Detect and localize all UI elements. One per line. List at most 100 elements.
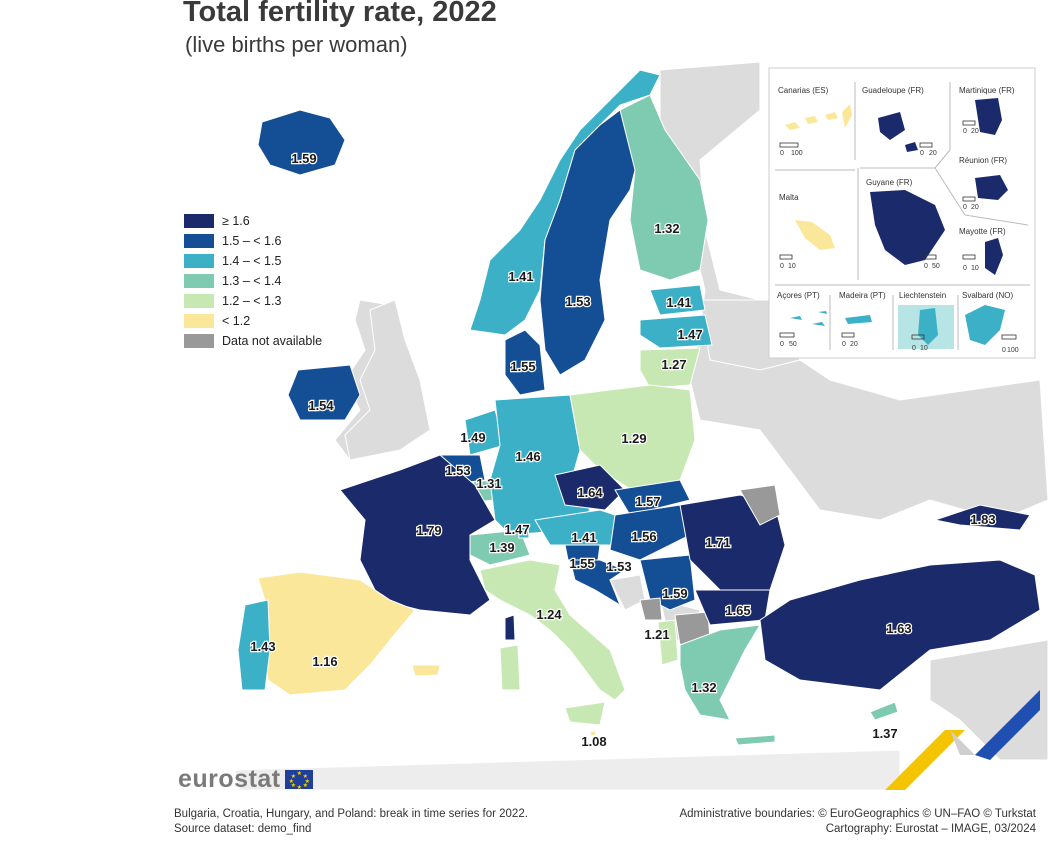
label-iceland: 1.59 [291, 151, 316, 166]
inset-malta-label: Malta [779, 193, 799, 202]
legend-item: Data not available [184, 331, 322, 351]
legend-label: ≥ 1.6 [222, 214, 250, 228]
label-croatia: 1.53 [606, 559, 631, 574]
country-norway [469, 69, 661, 336]
inset-malta-shape [795, 220, 835, 250]
logo-text: eurostat [178, 765, 281, 793]
footnote-break-in-series: Bulgaria, Croatia, Hungary, and Poland: … [174, 808, 528, 820]
inset-scales: 0 100 0 20 0 20 0 20 0 10 0 50 0 10 0 50 0 20 0 10… [779, 120, 1019, 354]
inset-madeira-label: Madeira (PT) [839, 291, 886, 300]
inset-guyane-shape [870, 190, 945, 265]
svg-text:50: 50 [789, 341, 797, 348]
label-germany: 1.46 [515, 449, 540, 464]
svg-text:50: 50 [932, 263, 940, 270]
inset-madeira-shape [845, 315, 872, 324]
svg-text:100: 100 [1007, 347, 1019, 354]
legend-swatch [184, 234, 214, 248]
inset-martinique-shape [975, 98, 1002, 135]
svg-text:100: 100 [791, 150, 803, 157]
svg-text:10: 10 [920, 345, 928, 352]
label-denmark: 1.55 [510, 359, 535, 374]
legend-label: 1.2 – < 1.3 [222, 294, 282, 308]
country-balearics [411, 664, 441, 677]
country-croatia [569, 559, 627, 607]
country-greece [679, 624, 761, 721]
legend-label: 1.4 – < 1.5 [222, 254, 282, 268]
country-sardinia [499, 644, 521, 691]
label-sweden: 1.53 [565, 294, 590, 309]
map-subtitle: (live births per woman) [185, 32, 408, 57]
svg-text:20: 20 [971, 128, 979, 135]
label-poland: 1.29 [621, 431, 646, 446]
svg-text:0: 0 [780, 341, 784, 348]
legend-item: < 1.2 [184, 311, 322, 331]
label-greece: 1.32 [691, 680, 716, 695]
label-spain: 1.16 [312, 654, 337, 669]
country-turkey [759, 559, 1041, 691]
legend-label: 1.3 – < 1.4 [222, 274, 282, 288]
svg-text:0: 0 [963, 128, 967, 135]
country-finland [619, 94, 709, 281]
eurostat-logo: eurostat ★ ★ ★ ★ ★ ★ ★ ★ [178, 765, 313, 794]
label-estonia: 1.41 [666, 295, 691, 310]
svg-text:0: 0 [963, 204, 967, 211]
label-slovenia: 1.55 [569, 556, 594, 571]
legend-item: 1.2 – < 1.3 [184, 291, 322, 311]
map-title: Total fertility rate, 2022 [183, 0, 497, 28]
inset-martinique-label: Martinique (FR) [959, 86, 1015, 95]
label-czechia: 1.64 [577, 485, 603, 500]
label-malta: 1.08 [581, 734, 606, 749]
country-estonia [649, 284, 706, 316]
corner-decoration [885, 690, 1040, 790]
footnote-left: Bulgaria, Croatia, Hungary, and Poland: … [174, 807, 528, 837]
inset-reunion-shape [975, 175, 1008, 200]
legend-swatch [184, 254, 214, 268]
label-finland: 1.32 [654, 221, 679, 236]
label-cyprus: 1.37 [872, 726, 897, 741]
country-iceland [257, 109, 346, 176]
country-italy [479, 559, 626, 701]
legend-item: 1.3 – < 1.4 [184, 271, 322, 291]
country-hungary [609, 504, 691, 561]
country-cyprus [869, 701, 899, 721]
svg-text:0: 0 [924, 263, 928, 270]
label-portugal: 1.43 [250, 639, 275, 654]
footnote-cartography: Cartography: Eurostat – IMAGE, 03/2024 [825, 823, 1036, 835]
legend-swatch [184, 274, 214, 288]
country-corsica [504, 614, 516, 641]
legend-swatch [184, 334, 214, 348]
svg-text:0: 0 [912, 345, 916, 352]
country-sweden [539, 109, 641, 376]
label-lithuania: 1.27 [661, 357, 686, 372]
inset-panel: Canarias (ES) Guadeloupe (FR) Martinique… [768, 67, 1036, 359]
inset-acores-label: Açores (PT) [777, 291, 820, 300]
inset-guyane-label: Guyane (FR) [866, 178, 913, 187]
label-bulgaria: 1.65 [725, 603, 750, 618]
label-luxembourg: 1.31 [476, 476, 501, 491]
svg-text:0: 0 [780, 150, 784, 157]
label-slovakia: 1.57 [635, 494, 660, 509]
inset-guadeloupe-shape [878, 112, 918, 152]
svg-text:20: 20 [929, 150, 937, 157]
label-ireland: 1.54 [308, 398, 334, 413]
label-austria: 1.41 [571, 530, 596, 545]
country-france [339, 454, 496, 616]
country-serbia [639, 554, 696, 611]
svg-text:0: 0 [1002, 347, 1006, 354]
country-moldova [739, 484, 781, 526]
label-switzerland: 1.39 [489, 540, 514, 555]
country-montenegro [639, 597, 663, 621]
country-portugal [237, 599, 271, 691]
legend-item: 1.5 – < 1.6 [184, 231, 322, 251]
label-netherlands: 1.49 [460, 430, 485, 445]
svg-text:10: 10 [788, 263, 796, 270]
eu-flag-icon: ★ ★ ★ ★ ★ ★ ★ ★ [284, 770, 313, 791]
legend-swatch [184, 314, 214, 328]
inset-acores-shape [790, 311, 827, 326]
svg-text:20: 20 [971, 204, 979, 211]
svg-text:10: 10 [971, 265, 979, 272]
country-uk [344, 299, 431, 461]
country-albania [657, 619, 679, 666]
label-moldova: 1.83 [970, 512, 995, 527]
